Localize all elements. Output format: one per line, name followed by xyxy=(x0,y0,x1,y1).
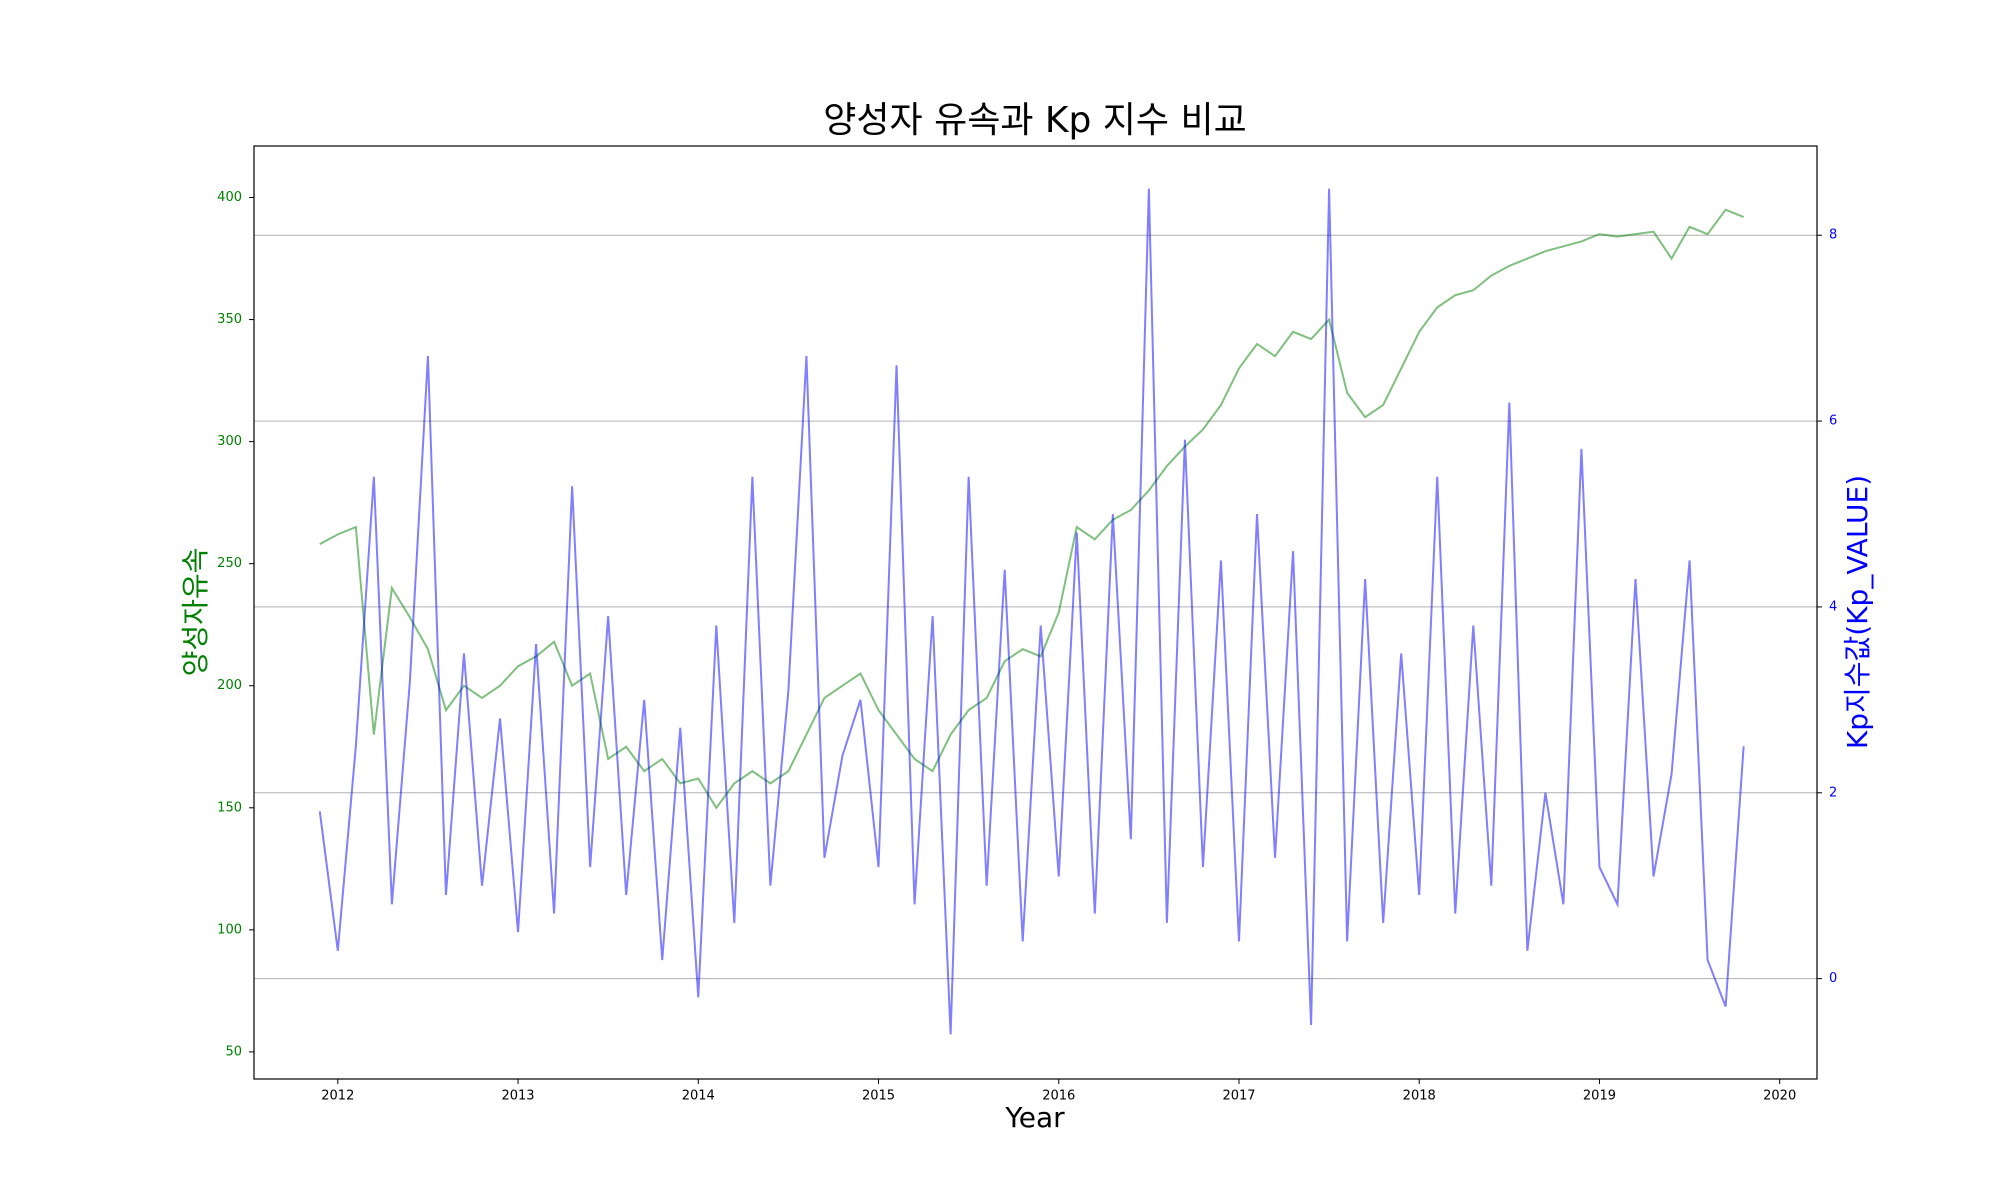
y-tick-label: 400 xyxy=(217,190,242,205)
y2-tick-label: 2 xyxy=(1829,785,1837,800)
y2-axis-label: Kp지수값(Kp_VALUE) xyxy=(1841,475,1874,749)
x-tick-label: 2018 xyxy=(1403,1089,1436,1104)
y2-tick-label: 4 xyxy=(1829,599,1837,614)
x-tick-label: 2016 xyxy=(1042,1089,1075,1104)
y-tick-label: 100 xyxy=(217,922,242,937)
data-line xyxy=(319,208,1745,810)
x-axis-label: Year xyxy=(1004,1101,1065,1134)
y-tick-label: 150 xyxy=(217,800,242,815)
y2-tick-label: 0 xyxy=(1829,971,1837,986)
y-tick-label: 250 xyxy=(217,556,242,571)
x-tick-label: 2015 xyxy=(862,1089,895,1104)
x-tick-label: 2017 xyxy=(1222,1089,1255,1104)
y-tick-label: 300 xyxy=(217,434,242,449)
x-tick-label: 2014 xyxy=(682,1089,715,1104)
y2-tick-label: 6 xyxy=(1829,414,1837,429)
y2-tick-label: 8 xyxy=(1829,228,1837,243)
x-tick-label: 2013 xyxy=(501,1089,534,1104)
chart-title: 양성자 유속과 Kp 지수 비교 xyxy=(823,100,1246,141)
y-tick-label: 350 xyxy=(217,312,242,327)
y-tick-label: 200 xyxy=(217,678,242,693)
y-axis-label: 양성자유속 xyxy=(179,548,212,677)
x-tick-label: 2020 xyxy=(1763,1089,1796,1104)
y-tick-label: 50 xyxy=(225,1044,242,1059)
x-tick-label: 2019 xyxy=(1583,1089,1616,1104)
data-line xyxy=(318,188,1745,1035)
plot-frame xyxy=(253,145,1818,1080)
x-tick-label: 2012 xyxy=(321,1089,354,1104)
